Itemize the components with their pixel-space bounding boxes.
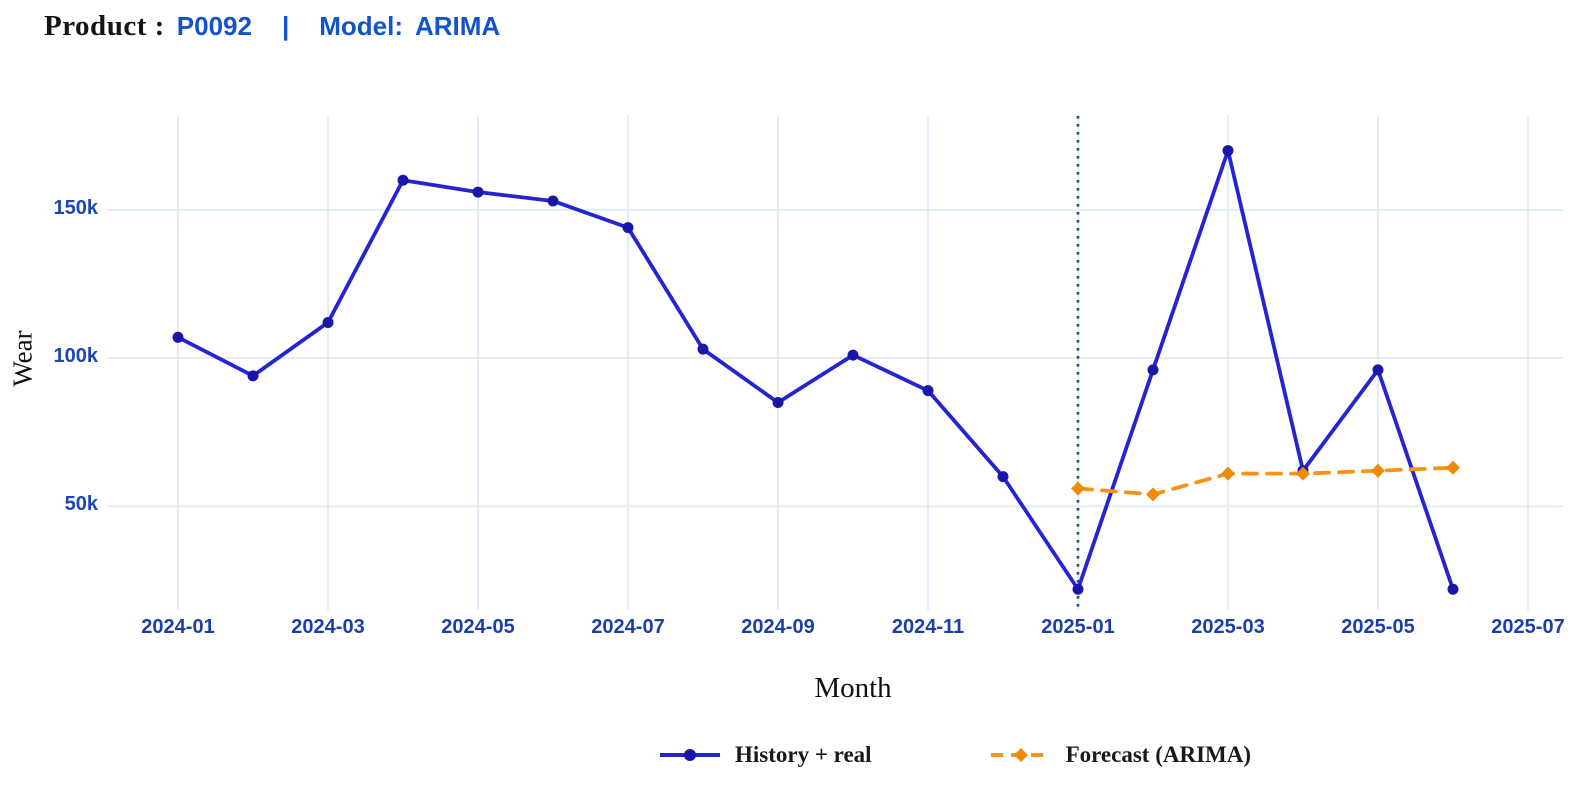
history-line-marker-icon bbox=[659, 749, 720, 761]
y-tick-label-150k: 150k bbox=[53, 196, 99, 219]
legend-item-forecast-arima[interactable]: Forecast (ARIMA) bbox=[990, 742, 1251, 768]
data-point-forecast bbox=[1371, 463, 1385, 478]
x-axis-title: Month bbox=[814, 672, 892, 704]
data-point-history bbox=[772, 397, 784, 409]
x-tick-label-2025-05: 2025-05 bbox=[1341, 616, 1415, 638]
data-point-forecast bbox=[1296, 466, 1310, 481]
y-tick-label-100k: 100k bbox=[53, 345, 99, 368]
data-point-forecast bbox=[1146, 487, 1160, 502]
x-tick-label-2025-07: 2025-07 bbox=[1491, 616, 1565, 638]
model-label: Model: bbox=[319, 11, 403, 41]
data-point-history bbox=[1072, 583, 1084, 595]
data-point-history bbox=[547, 195, 559, 207]
data-point-history bbox=[922, 385, 934, 397]
data-point-history bbox=[322, 316, 334, 328]
x-tick-label-2024-11: 2024-11 bbox=[891, 616, 965, 638]
legend: History + real Forecast (ARIMA) bbox=[659, 742, 1251, 768]
x-tick-label-2024-09: 2024-09 bbox=[741, 616, 815, 638]
data-point-history bbox=[172, 331, 184, 343]
x-tick-label-2024-05: 2024-05 bbox=[441, 616, 515, 638]
x-tick-label-2024-01: 2024-01 bbox=[141, 616, 215, 638]
x-tick-label-2024-03: 2024-03 bbox=[291, 616, 365, 638]
data-point-forecast bbox=[1221, 466, 1235, 481]
y-tick-label-50k: 50k bbox=[64, 493, 98, 516]
data-point-history bbox=[622, 222, 634, 234]
product-value: P0092 bbox=[176, 11, 252, 41]
data-point-forecast bbox=[1446, 460, 1460, 475]
forecast-dashed-marker-icon bbox=[990, 748, 1051, 762]
data-point-history bbox=[397, 174, 409, 186]
data-point-history bbox=[1147, 364, 1159, 376]
title-divider: | bbox=[281, 11, 290, 41]
legend-label: History + real bbox=[734, 742, 872, 767]
data-point-history bbox=[472, 186, 484, 198]
legend-item-history-real[interactable]: History + real bbox=[659, 742, 872, 768]
legend-label: Forecast (ARIMA) bbox=[1065, 742, 1252, 767]
model-value: ARIMA bbox=[415, 11, 501, 41]
figure-title: Product : P0092 | Model: ARIMA bbox=[44, 10, 500, 43]
x-tick-label-2024-07: 2024-07 bbox=[591, 616, 665, 638]
product-label: Product : bbox=[44, 10, 165, 42]
data-point-history bbox=[847, 349, 859, 361]
data-point-history bbox=[997, 471, 1009, 483]
series-line-forecast bbox=[1076, 465, 1455, 497]
series-line-history bbox=[176, 148, 1455, 592]
data-point-history bbox=[697, 343, 709, 355]
data-point-history bbox=[1372, 364, 1384, 376]
x-tick-label-2025-01: 2025-01 bbox=[1041, 616, 1115, 638]
x-tick-label-2025-03: 2025-03 bbox=[1191, 616, 1265, 638]
data-point-history bbox=[1447, 583, 1459, 595]
data-point-history bbox=[247, 370, 259, 382]
data-point-forecast bbox=[1071, 481, 1085, 496]
data-point-history bbox=[1222, 145, 1234, 157]
